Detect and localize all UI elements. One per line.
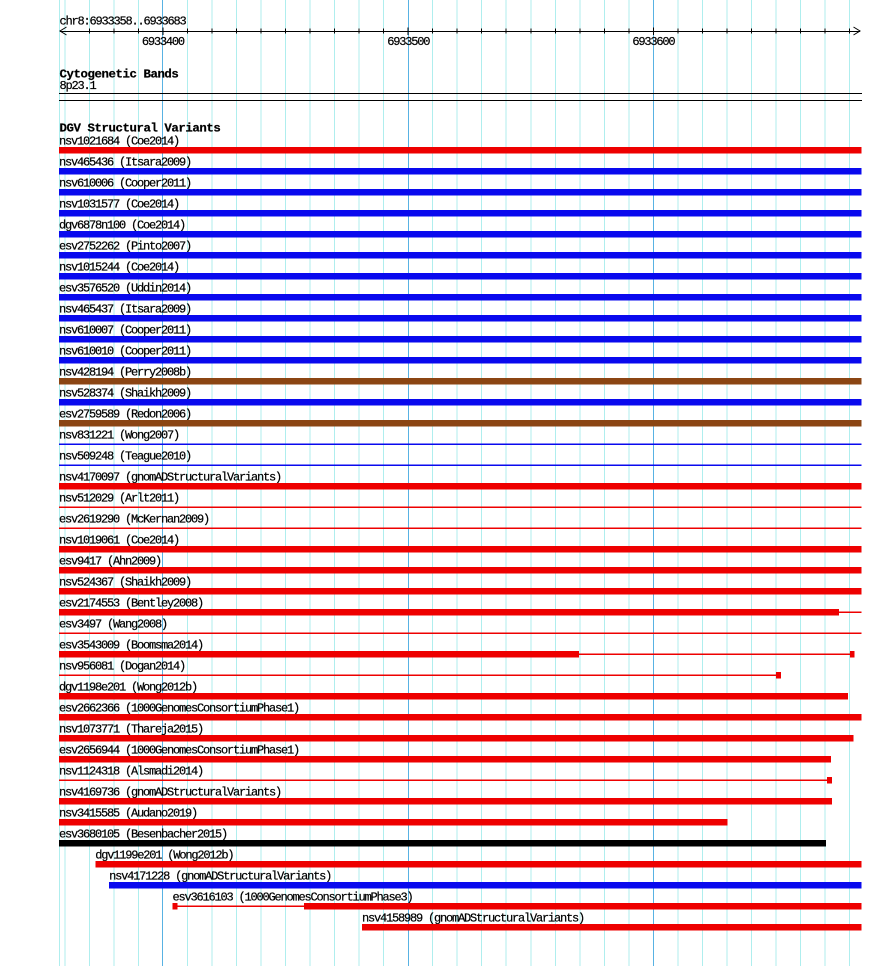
svg-text:dgv6878n100 (Coe2014): dgv6878n100 (Coe2014) [59, 218, 185, 232]
svg-text:8p23.1: 8p23.1 [60, 79, 97, 93]
svg-text:nsv610006 (Cooper2011): nsv610006 (Cooper2011) [59, 176, 191, 190]
svg-text:esv2174553 (Bentley2008): esv2174553 (Bentley2008) [59, 596, 203, 610]
svg-text:esv2662366 (1000GenomesConsort: esv2662366 (1000GenomesConsortiumPhase1) [59, 701, 299, 715]
svg-text:nsv956081 (Dogan2014): nsv956081 (Dogan2014) [59, 659, 185, 673]
svg-text:esv2759589 (Redon2006): esv2759589 (Redon2006) [59, 407, 191, 421]
svg-text:nsv509248 (Teague2010): nsv509248 (Teague2010) [59, 449, 191, 463]
svg-text:nsv465437 (Itsara2009): nsv465437 (Itsara2009) [59, 302, 191, 316]
svg-text:esv3576520 (Uddin2014): esv3576520 (Uddin2014) [59, 281, 191, 295]
svg-text:nsv3415585 (Audano2019): nsv3415585 (Audano2019) [59, 806, 197, 820]
svg-text:nsv1124318 (Alsmadi2014): nsv1124318 (Alsmadi2014) [59, 764, 203, 778]
svg-text:esv3680105 (Besenbacher2015): esv3680105 (Besenbacher2015) [59, 827, 227, 841]
svg-text:nsv4170097 (gnomADStructuralVa: nsv4170097 (gnomADStructuralVariants) [59, 470, 281, 484]
svg-text:6933600: 6933600 [632, 35, 675, 49]
svg-text:esv2656944 (1000GenomesConsort: esv2656944 (1000GenomesConsortiumPhase1) [59, 743, 299, 757]
svg-text:nsv528374 (Shaikh2009): nsv528374 (Shaikh2009) [59, 386, 191, 400]
svg-text:chr8:6933358..6933683: chr8:6933358..6933683 [60, 15, 187, 29]
svg-text:nsv524367 (Shaikh2009): nsv524367 (Shaikh2009) [59, 575, 191, 589]
svg-text:nsv4171228 (gnomADStructuralVa: nsv4171228 (gnomADStructuralVariants) [109, 869, 331, 883]
svg-text:nsv512029 (Arlt2011): nsv512029 (Arlt2011) [59, 491, 179, 505]
svg-text:esv2752262 (Pinto2007): esv2752262 (Pinto2007) [59, 239, 191, 253]
svg-text:esv3497 (Wang2008): esv3497 (Wang2008) [59, 617, 167, 631]
svg-text:nsv610007 (Cooper2011): nsv610007 (Cooper2011) [59, 323, 191, 337]
svg-text:nsv428194 (Perry2008b): nsv428194 (Perry2008b) [59, 365, 191, 379]
svg-text:nsv1073771 (Thareja2015): nsv1073771 (Thareja2015) [59, 722, 203, 736]
svg-text:nsv1015244 (Coe2014): nsv1015244 (Coe2014) [59, 260, 179, 274]
svg-text:nsv1031577 (Coe2014): nsv1031577 (Coe2014) [59, 197, 179, 211]
svg-text:esv2619290 (McKernan2009): esv2619290 (McKernan2009) [59, 512, 209, 526]
svg-text:DGV Structural Variants: DGV Structural Variants [60, 121, 221, 135]
svg-text:dgv1198e201 (Wong2012b): dgv1198e201 (Wong2012b) [59, 680, 197, 694]
svg-text:dgv1199e201 (Wong2012b): dgv1199e201 (Wong2012b) [95, 848, 233, 862]
svg-text:nsv4169736 (gnomADStructuralVa: nsv4169736 (gnomADStructuralVariants) [59, 785, 281, 799]
svg-text:nsv610010 (Cooper2011): nsv610010 (Cooper2011) [59, 344, 191, 358]
svg-text:Cytogenetic Bands: Cytogenetic Bands [60, 67, 179, 81]
svg-text:nsv4158989 (gnomADStructuralVa: nsv4158989 (gnomADStructuralVariants) [362, 911, 584, 925]
svg-text:nsv1021684 (Coe2014): nsv1021684 (Coe2014) [59, 134, 179, 148]
svg-text:nsv465436 (Itsara2009): nsv465436 (Itsara2009) [59, 155, 191, 169]
svg-text:esv9417 (Ahn2009): esv9417 (Ahn2009) [59, 554, 161, 568]
svg-text:6933400: 6933400 [142, 35, 185, 49]
svg-text:6933500: 6933500 [387, 35, 430, 49]
svg-text:esv3616103 (1000GenomesConsort: esv3616103 (1000GenomesConsortiumPhase3) [173, 890, 413, 904]
svg-text:nsv1019061 (Coe2014): nsv1019061 (Coe2014) [59, 533, 179, 547]
svg-text:esv3543009 (Boomsma2014): esv3543009 (Boomsma2014) [59, 638, 203, 652]
svg-text:nsv831221 (Wong2007): nsv831221 (Wong2007) [59, 428, 179, 442]
